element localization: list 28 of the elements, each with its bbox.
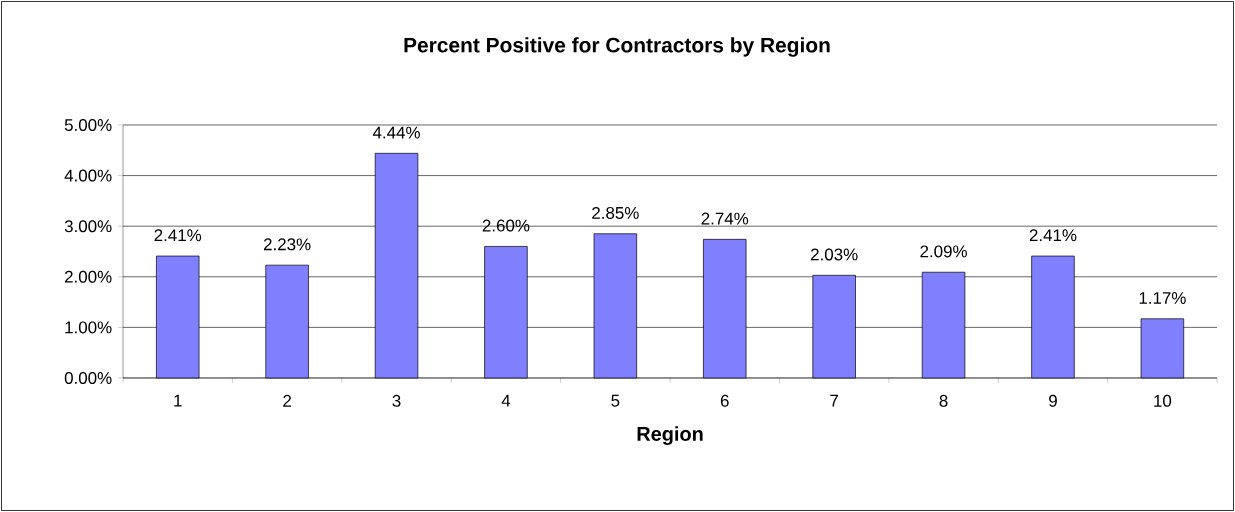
data-label: 1.17% bbox=[1139, 292, 1186, 304]
y-tick-label: 0.00% bbox=[64, 371, 112, 384]
x-tick-label: 6 bbox=[720, 394, 729, 407]
x-tick-label: 10 bbox=[1154, 394, 1172, 407]
y-tick-label: 4.00% bbox=[64, 169, 112, 182]
x-tick-label: 9 bbox=[1049, 394, 1057, 407]
chart-title: Percent Positive for Contractors by Region bbox=[404, 37, 830, 57]
data-label: 2.85% bbox=[592, 206, 639, 219]
y-tick-label: 5.00% bbox=[64, 118, 112, 131]
x-tick-label: 1 bbox=[174, 394, 182, 407]
x-tick-label: 5 bbox=[611, 394, 620, 407]
y-tick-label: 1.00% bbox=[65, 321, 112, 334]
data-label: 2.74% bbox=[701, 212, 749, 225]
x-tick-label: 7 bbox=[830, 394, 839, 407]
y-tick-label: 2.00% bbox=[65, 270, 112, 283]
data-label: 4.44% bbox=[372, 126, 420, 139]
data-label: 2.23% bbox=[263, 238, 311, 251]
x-axis-title: Region bbox=[637, 426, 703, 445]
data-label: 2.03% bbox=[811, 248, 858, 261]
data-label: 2.41% bbox=[1029, 229, 1077, 242]
x-tick-label: 2 bbox=[283, 394, 291, 407]
x-tick-label: 3 bbox=[392, 394, 401, 407]
data-label: 2.41% bbox=[154, 229, 202, 242]
y-tick-label: 3.00% bbox=[64, 220, 112, 233]
x-tick-label: 8 bbox=[939, 394, 948, 407]
data-label: 2.60% bbox=[482, 219, 530, 232]
x-tick-label: 4 bbox=[501, 394, 511, 407]
data-label: 2.09% bbox=[920, 245, 967, 258]
